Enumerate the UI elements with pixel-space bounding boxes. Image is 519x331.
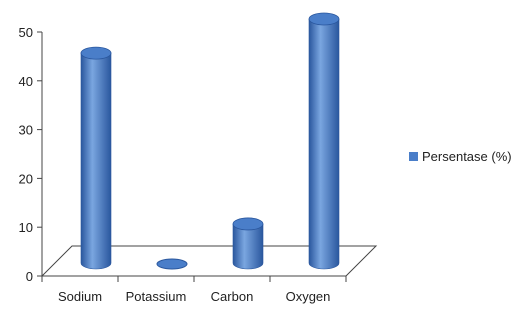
bar-top <box>232 217 264 231</box>
bar-potassium <box>156 258 188 270</box>
x-category-label: Potassium <box>126 289 187 304</box>
y-tick-label: 30 <box>19 123 33 138</box>
y-tick-label: 10 <box>19 220 33 235</box>
bar-oxygen <box>308 12 340 270</box>
bar-top <box>308 12 340 26</box>
legend: Persentase (%) <box>409 149 512 164</box>
x-category-label: Carbon <box>211 289 254 304</box>
bar-body <box>308 18 340 270</box>
x-category-label: Sodium <box>58 289 102 304</box>
bar-top <box>80 46 112 60</box>
bar-carbon <box>232 217 264 270</box>
legend-label: Persentase (%) <box>422 149 512 164</box>
bar-top <box>156 258 188 270</box>
bar-body <box>80 52 112 270</box>
y-tick-label: 0 <box>26 269 33 284</box>
legend-swatch <box>409 152 418 161</box>
chart-floor <box>40 245 378 277</box>
x-category-label: Oxygen <box>286 289 331 304</box>
bar-body <box>232 223 264 270</box>
y-tick-label: 40 <box>19 74 33 89</box>
bar-sodium <box>80 46 112 270</box>
y-tick-label: 20 <box>19 171 33 186</box>
y-tick-label: 50 <box>19 25 33 40</box>
